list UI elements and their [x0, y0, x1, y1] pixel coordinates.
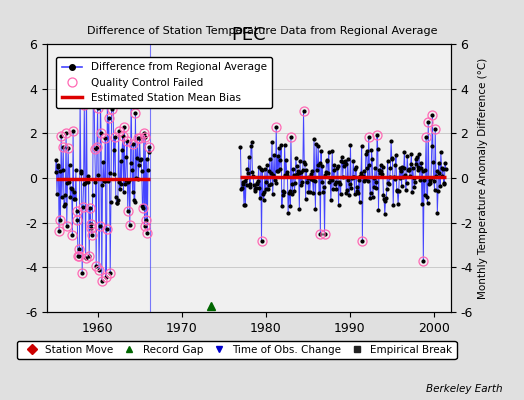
Legend: Station Move, Record Gap, Time of Obs. Change, Empirical Break: Station Move, Record Gap, Time of Obs. C… — [17, 341, 456, 359]
Text: Berkeley Earth: Berkeley Earth — [427, 384, 503, 394]
Text: Difference of Station Temperature Data from Regional Average: Difference of Station Temperature Data f… — [87, 26, 437, 36]
Y-axis label: Monthly Temperature Anomaly Difference (°C): Monthly Temperature Anomaly Difference (… — [478, 57, 488, 299]
Title: PEC: PEC — [232, 26, 266, 44]
